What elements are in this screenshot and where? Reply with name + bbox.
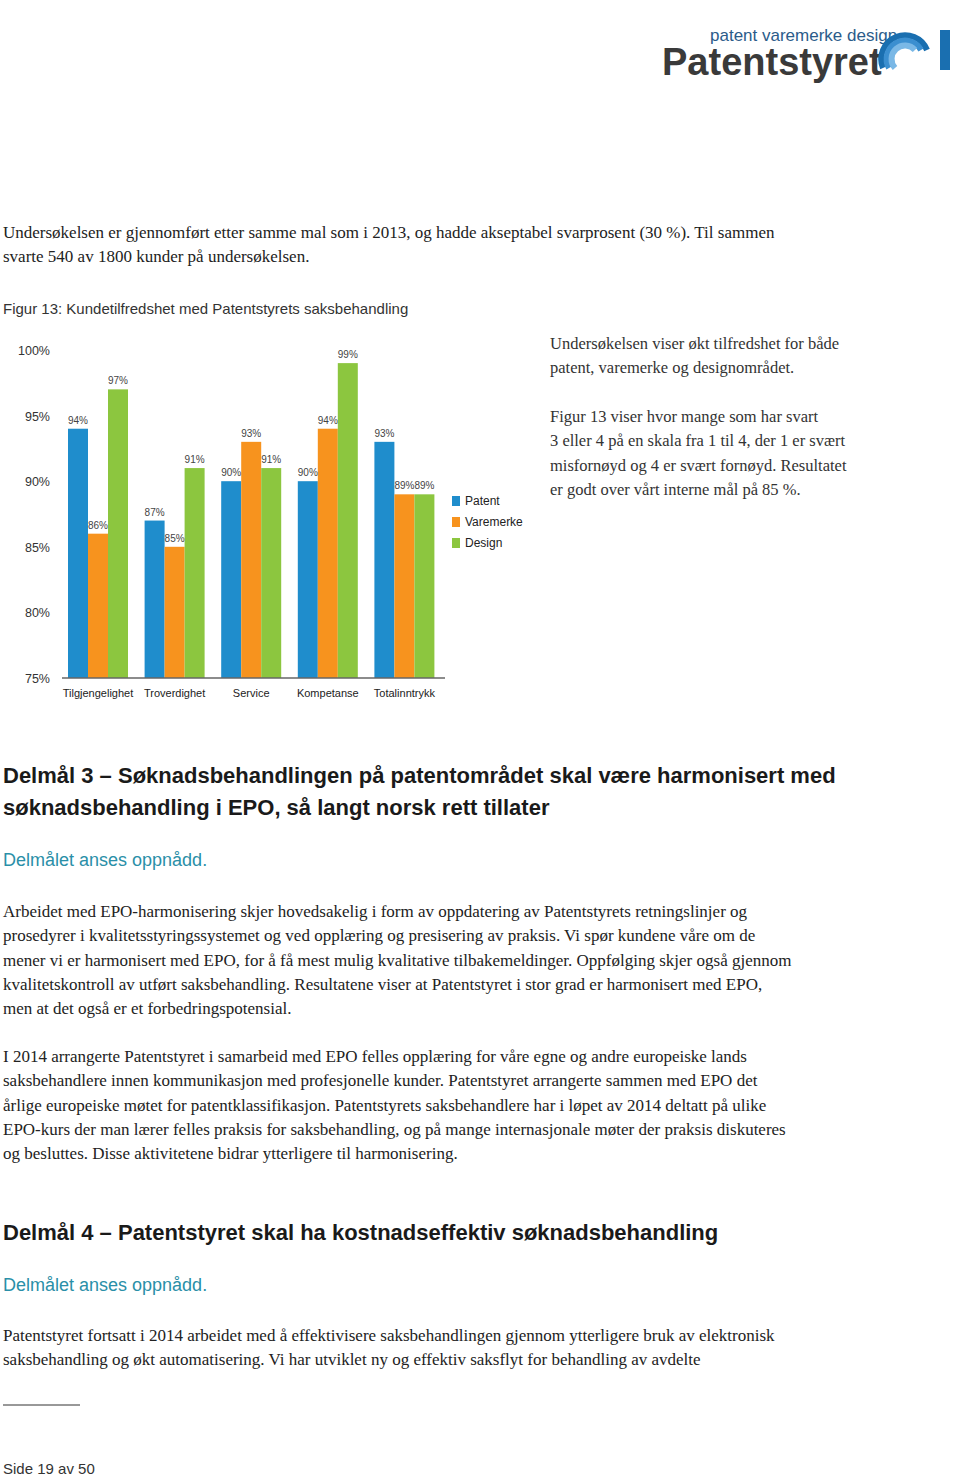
legend-swatch: [452, 517, 460, 527]
paragraph-line: men at det også er et forbedringspotensi…: [3, 999, 291, 1018]
bar: [338, 363, 358, 678]
data-label: 99%: [338, 349, 358, 360]
data-label: 90%: [221, 467, 241, 478]
paragraph-line: EPO-kurs der man lærer felles praksis fo…: [3, 1120, 786, 1139]
bar: [221, 481, 241, 678]
logo-bar: [940, 30, 950, 70]
bar: [185, 468, 205, 678]
logo-arc: [881, 35, 927, 68]
y-tick: [59, 481, 62, 482]
intro-line: svarte 540 av 1800 kunder på undersøkels…: [3, 247, 309, 266]
y-tick: [59, 678, 62, 679]
data-labels: 94% 86% 97% 87% 85% 91% 90% 93% 91% 90% 94% 99% 93% 8…: [68, 349, 435, 544]
side-text-line: Figur 13 viser hvor mange som har svart: [550, 407, 818, 426]
bar: [108, 389, 128, 678]
y-tick: [59, 612, 62, 613]
paragraph-line: I 2014 arrangerte Patentstyret i samarbe…: [3, 1047, 747, 1066]
legend-label: Varemerke: [465, 515, 523, 529]
paragraph-line: Patentstyret fortsatt i 2014 arbeidet me…: [3, 1326, 775, 1345]
paragraph-line: saksbehandlere innen kommunikasjon med p…: [3, 1071, 758, 1090]
section-heading: Delmål 4 – Patentstyret skal ha kostnads…: [3, 1220, 718, 1245]
bar: [145, 521, 165, 678]
x-tick-label: Totalinntrykk: [374, 687, 436, 699]
bar: [394, 494, 414, 678]
paragraph-line: Arbeidet med EPO-harmonisering skjer hov…: [3, 902, 748, 921]
legend-swatch: [452, 538, 460, 548]
y-tick-label: 90%: [25, 475, 50, 489]
bar: [318, 429, 338, 678]
side-text-line: er godt over vårt interne mål på 85 %.: [550, 480, 801, 499]
data-label: 93%: [241, 428, 261, 439]
legend-label: Patent: [465, 494, 500, 508]
y-tick-label: 95%: [25, 410, 50, 424]
data-label: 89%: [414, 480, 434, 491]
page: patent varemerke designPatentstyret Under…: [0, 0, 960, 1478]
x-tick-label: Service: [233, 687, 270, 699]
bar: [414, 494, 434, 678]
paragraph-line: årlige europeiske møtet for patentklassi…: [3, 1096, 766, 1115]
bar: [241, 442, 261, 678]
paragraph-line: mener vi er harmonisert med EPO, for å f…: [3, 951, 791, 970]
data-label: 89%: [394, 480, 414, 491]
data-label: 93%: [374, 428, 394, 439]
logo-arc: [887, 41, 921, 68]
data-label: 91%: [261, 454, 281, 465]
bar: [374, 442, 394, 678]
y-tick-label: 100%: [18, 344, 50, 358]
x-tick-label: Kompetanse: [297, 687, 359, 699]
data-label: 94%: [318, 415, 338, 426]
bar: [261, 468, 281, 678]
data-label: 90%: [298, 467, 318, 478]
logo-brand: Patentstyret: [662, 41, 882, 83]
y-tick-label: 85%: [25, 541, 50, 555]
data-label: 97%: [108, 375, 128, 386]
bars: [68, 363, 434, 678]
bar: [298, 481, 318, 678]
intro-line: Undersøkelsen er gjennomført etter samme…: [3, 223, 775, 242]
legend: Patent Varemerke Design: [452, 494, 523, 550]
side-text-line: Undersøkelsen viser økt tilfredshet for …: [550, 334, 839, 353]
paragraph-line: kvalitetskontroll av utført saksbehandli…: [3, 975, 762, 994]
data-label: 86%: [88, 520, 108, 531]
footnote-rule: [3, 1405, 80, 1406]
bar: [88, 534, 108, 678]
y-tick: [59, 415, 62, 416]
y-tick-label: 75%: [25, 672, 50, 686]
legend-swatch: [452, 496, 460, 506]
data-label: 91%: [185, 454, 205, 465]
side-text-line: patent, varemerke og designområdet.: [550, 358, 794, 377]
paragraph-line: og besluttes. Disse aktivitetene bidrar …: [3, 1144, 458, 1163]
x-axis: [62, 677, 445, 679]
logo-arc: [892, 46, 915, 68]
y-tick: [59, 350, 62, 351]
figure-title: Figur 13: Kundetilfredshet med Patentsty…: [3, 300, 408, 317]
section-heading: Delmål 3 – Søknadsbehandlingen på patent…: [3, 763, 836, 788]
paragraph-line: saksbehandling og økt automatisering. Vi…: [3, 1350, 701, 1369]
legend-label: Design: [465, 536, 502, 550]
y-tick: [59, 546, 62, 547]
page-number: Side 19 av 50: [3, 1460, 95, 1477]
data-label: 87%: [145, 507, 165, 518]
data-label: 94%: [68, 415, 88, 426]
section-status: Delmålet anses oppnådd.: [3, 850, 207, 870]
data-label: 85%: [165, 533, 185, 544]
section-heading: søknadsbehandling i EPO, så langt norsk …: [3, 795, 550, 820]
section-status: Delmålet anses oppnådd.: [3, 1275, 207, 1295]
chart: 75% 80% 85% 90% 95% 100% 94% 86% 97% 87% 85% 91% 90%…: [18, 344, 523, 699]
bar: [68, 429, 88, 678]
bar: [165, 547, 185, 678]
side-text-line: misfornøyd og 4 er svært fornøyd. Result…: [550, 456, 847, 475]
x-tick-label: Tilgjengelighet: [63, 687, 134, 699]
side-text-line: 3 eller 4 på en skala fra 1 til 4, der 1…: [550, 431, 845, 450]
x-tick-label: Troverdighet: [144, 687, 205, 699]
logo: patent varemerke designPatentstyret: [662, 26, 950, 83]
paragraph-line: prosedyrer i kvalitetsstyringssystemet o…: [3, 926, 755, 945]
y-tick-label: 80%: [25, 606, 50, 620]
